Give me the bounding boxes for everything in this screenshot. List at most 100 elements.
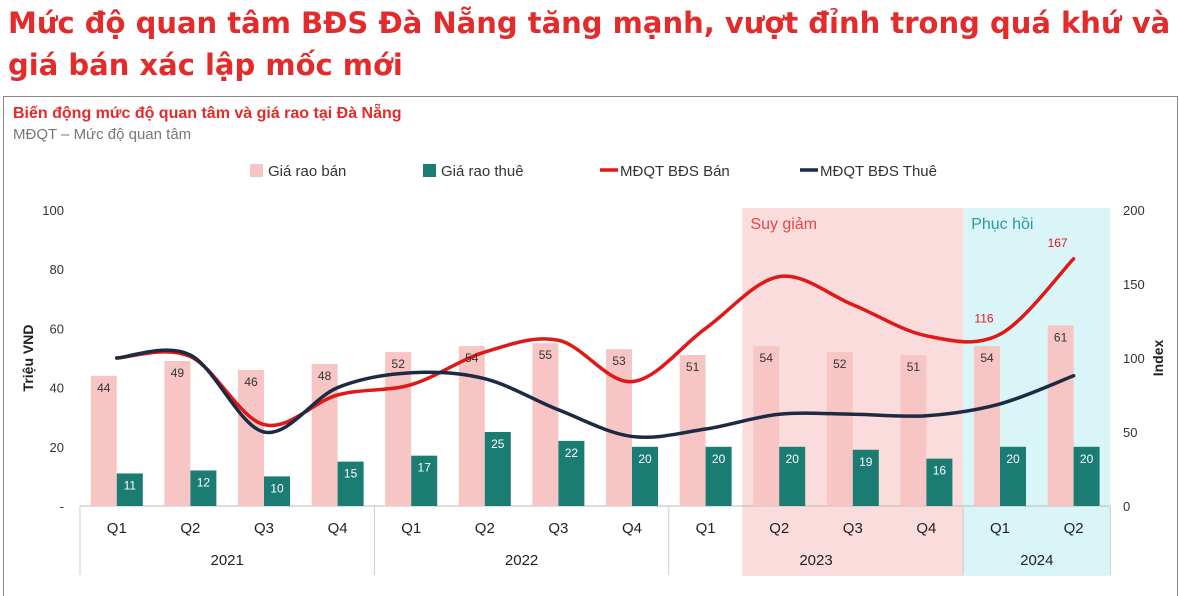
- legend-swatch: [250, 164, 263, 177]
- rent-price-label: 19: [859, 455, 873, 469]
- quarter-tick-label: Q4: [916, 520, 936, 537]
- sale-price-label: 55: [539, 348, 553, 362]
- left-axis-label: Triệu VND: [20, 325, 36, 392]
- quarter-tick-label: Q1: [990, 520, 1010, 537]
- sale-price-bar: [974, 346, 1000, 506]
- rent-price-bar: [337, 461, 364, 506]
- rent-price-label: 20: [1006, 452, 1020, 466]
- sale-price-label: 52: [392, 357, 406, 371]
- rent-price-label: 25: [491, 437, 505, 451]
- legend-swatch: [423, 164, 436, 177]
- rent-price-bar: [116, 473, 143, 506]
- sale-price-bar: [900, 355, 927, 506]
- left-axis-tick: 80: [50, 262, 64, 277]
- quarter-tick-label: Q2: [475, 520, 495, 537]
- rent-price-bar: [264, 476, 290, 506]
- rent-price-label: 20: [712, 452, 726, 466]
- rent-price-bar: [1000, 446, 1026, 506]
- interest-point-label: 167: [1048, 236, 1068, 250]
- left-axis-tick: 40: [50, 381, 64, 396]
- quarter-tick-label: Q2: [769, 520, 789, 537]
- quarter-tick-label: Q2: [180, 520, 200, 537]
- sale-price-bar: [90, 375, 117, 506]
- rent-interest-line: [115, 348, 1076, 439]
- rent-price-label: 11: [124, 478, 137, 492]
- year-label: 2022: [505, 552, 538, 569]
- right-axis-label: Index: [1150, 340, 1166, 377]
- sale-price-bar: [1047, 325, 1074, 506]
- year-label: 2023: [799, 552, 832, 569]
- rent-price-bar: [852, 449, 879, 506]
- right-axis-tick: 0: [1123, 499, 1130, 514]
- rent-price-bar: [705, 446, 732, 506]
- sale-interest-line: [115, 257, 1076, 428]
- quarter-tick-label: Q1: [107, 520, 127, 537]
- rent-price-label: 16: [933, 464, 947, 478]
- zone-label: Suy giảm: [750, 216, 817, 233]
- sale-price-label: 54: [465, 351, 479, 365]
- chart-caption: MĐQT – Mức độ quan tâm: [13, 126, 192, 143]
- chart-frame: [3, 96, 1178, 596]
- sale-price-label: 53: [612, 354, 626, 368]
- rent-price-label: 22: [565, 446, 579, 460]
- left-axis-tick: 20: [50, 440, 64, 455]
- quarter-tick-label: Q3: [548, 520, 568, 537]
- sale-price-label: 48: [318, 369, 332, 383]
- rent-price-label: 17: [418, 461, 432, 475]
- zone-label: Phục hồi: [971, 216, 1033, 233]
- sale-price-bar: [385, 352, 412, 506]
- legend-label: MĐQT BĐS Bán: [620, 163, 730, 180]
- sale-price-label: 52: [833, 357, 847, 371]
- rent-price-label: 12: [197, 475, 211, 489]
- sale-price-label: 54: [980, 351, 994, 365]
- rent-price-bar: [779, 446, 806, 506]
- right-axis-tick: 100: [1123, 351, 1145, 366]
- quarter-tick-label: Q1: [696, 520, 716, 537]
- sale-price-bar: [311, 363, 338, 506]
- quarter-tick-label: Q2: [1064, 520, 1084, 537]
- rent-price-label: 15: [344, 467, 358, 481]
- rent-price-bar: [190, 470, 217, 506]
- sale-price-bar: [164, 360, 191, 506]
- legend-label: Giá rao bán: [268, 163, 346, 180]
- interest-point-label: 116: [974, 311, 993, 325]
- quarter-tick-label: Q3: [843, 520, 863, 537]
- sale-price-label: 49: [171, 366, 185, 380]
- rent-price-bar: [1073, 446, 1100, 506]
- rent-price-label: 20: [638, 452, 652, 466]
- year-label: 2024: [1020, 552, 1053, 569]
- rent-price-bar: [484, 432, 511, 506]
- left-axis-tick: 60: [50, 321, 64, 336]
- rent-price-bar: [926, 458, 953, 506]
- quarter-tick-label: Q3: [254, 520, 274, 537]
- chart-title: Biến động mức độ quan tâm và giá rao tại…: [13, 105, 402, 122]
- sale-price-label: 51: [686, 360, 700, 374]
- rent-price-label: 10: [270, 481, 284, 495]
- headline: Mức độ quan tâm BĐS Đà Nẵng tăng mạnh, v…: [8, 6, 1171, 82]
- quarter-tick-label: Q4: [622, 520, 642, 537]
- sale-price-label: 51: [907, 360, 921, 374]
- rent-price-bar: [411, 455, 438, 506]
- year-label: 2021: [211, 552, 244, 569]
- left-axis-tick: 100: [42, 203, 64, 218]
- rent-price-bar: [558, 440, 585, 506]
- sale-price-label: 44: [97, 381, 111, 395]
- legend-label: Giá rao thuê: [441, 163, 524, 180]
- rent-price-label: 20: [786, 452, 800, 466]
- right-axis-tick: 50: [1123, 425, 1137, 440]
- rent-price-label: 20: [1080, 452, 1094, 466]
- sale-price-label: 54: [760, 351, 774, 365]
- sale-price-bar: [532, 343, 559, 506]
- sale-price-bar: [458, 346, 485, 506]
- sale-price-label: 46: [244, 375, 258, 389]
- legend-label: MĐQT BĐS Thuê: [820, 163, 937, 180]
- sale-price-bar: [826, 352, 853, 506]
- right-axis-tick: 200: [1123, 203, 1145, 218]
- right-axis-tick: 150: [1123, 277, 1145, 292]
- left-axis-tick: -: [60, 499, 64, 514]
- sale-price-bar: [238, 369, 264, 506]
- sale-price-bar: [753, 346, 780, 506]
- sale-price-label: 61: [1054, 330, 1068, 344]
- quarter-tick-label: Q1: [401, 520, 421, 537]
